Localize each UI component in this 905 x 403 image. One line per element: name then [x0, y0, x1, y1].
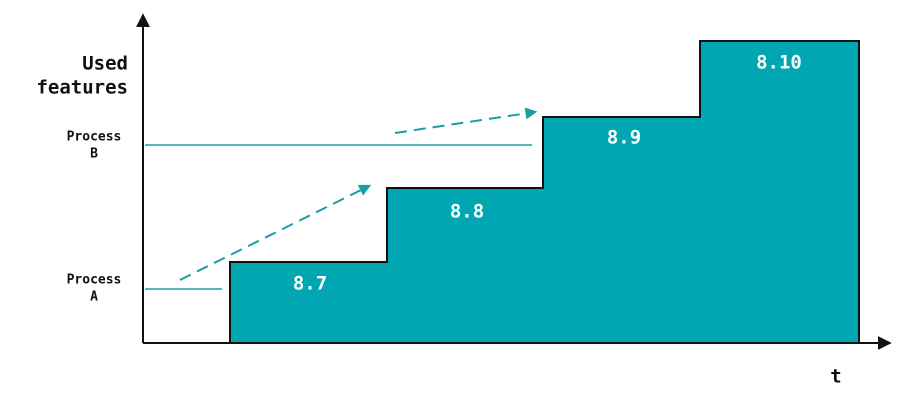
process-label: Process	[67, 273, 122, 288]
y-axis-label: Used	[82, 53, 128, 75]
dashed-arrow	[394, 107, 538, 134]
version-label: 8.9	[607, 127, 641, 149]
version-label: 8.10	[756, 52, 802, 74]
process-label: B	[90, 147, 98, 162]
process-label: A	[90, 290, 98, 305]
version-label: 8.8	[450, 201, 484, 223]
version-label: 8.7	[293, 273, 327, 295]
y-axis-label: features	[36, 77, 128, 99]
dashed-arrow	[179, 184, 372, 281]
feature-steps	[229, 40, 860, 344]
x-axis-label: t	[830, 366, 841, 388]
process-label: Process	[67, 130, 122, 145]
